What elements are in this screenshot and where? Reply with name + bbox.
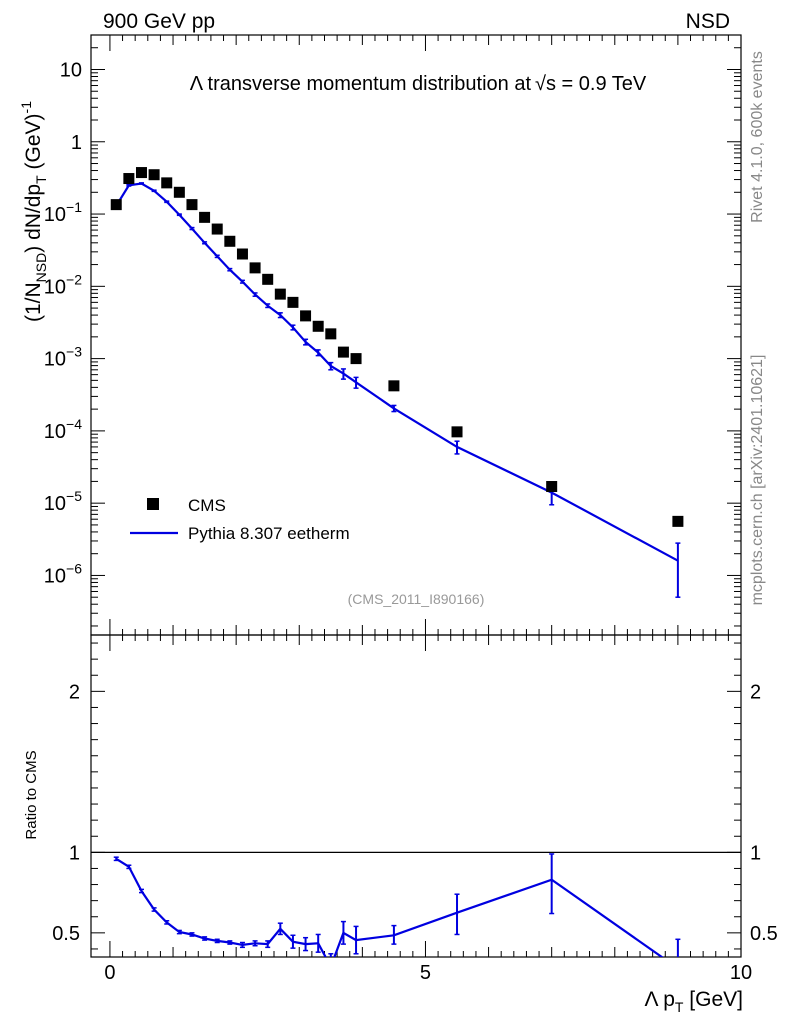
ratio-axis-ticks: [91, 635, 742, 957]
cms-data-point: [672, 515, 684, 527]
cms-data-point: [110, 199, 122, 211]
x-tick-label: 10: [730, 962, 752, 984]
ratio-y-tick-label-right: 2: [750, 681, 761, 703]
mcplots-reference-text: mcplots.cern.ch [arXiv:2401.10621]: [749, 355, 766, 606]
cms-data-point: [388, 380, 400, 392]
cms-data-point: [274, 288, 286, 300]
ratio-plot-frame: [90, 634, 742, 958]
cms-data-point: [262, 273, 274, 285]
header-right-label: NSD: [686, 10, 730, 33]
main-plot-frame: [90, 34, 742, 636]
cms-data-point: [211, 223, 223, 235]
rivet-version-text: Rivet 4.1.0, 600k events: [749, 51, 766, 223]
y-tick-label: 10−2: [44, 271, 82, 298]
cms-data-point: [135, 167, 147, 179]
main-y-axis-label: (1/NNSD) dN/dpT (GeV)-1: [18, 101, 49, 322]
cms-data-point: [350, 353, 362, 365]
header-left-label: 900 GeV pp: [103, 10, 215, 33]
ratio-y-tick-label: 0.5: [52, 923, 80, 945]
analysis-id: (CMS_2011_I890166): [348, 591, 485, 607]
ratio-y-tick-label-right: 1: [750, 842, 761, 864]
x-tick-label: 0: [104, 962, 115, 984]
cms-data-point: [148, 169, 160, 181]
ratio-series-line: [115, 857, 664, 957]
cms-data-point: [325, 328, 337, 340]
cms-data-point: [161, 177, 173, 189]
ratio-y-axis-label: Ratio to CMS: [23, 750, 40, 839]
cms-data-point: [287, 296, 299, 308]
cms-data-point: [123, 173, 135, 185]
ratio-y-tick-label: 2: [69, 681, 80, 703]
cms-data-point: [546, 481, 558, 493]
cms-data-point: [451, 426, 463, 438]
ratio-tick-labels: 0.5 0.5 1 1 2 2 0 5 10: [52, 681, 778, 984]
legend-cms-label: CMS: [188, 496, 226, 515]
cms-data-point: [249, 262, 261, 274]
cms-data-point: [224, 235, 236, 247]
main-axis-ticks: [91, 34, 742, 635]
ratio-y-tick-label: 1: [69, 842, 80, 864]
legend: CMS Pythia 8.307 eetherm: [130, 496, 350, 543]
cms-data-point: [300, 310, 312, 322]
legend-cms-marker: [147, 498, 159, 510]
y-tick-label: 10−5: [44, 488, 82, 515]
y-tick-label: 10−3: [44, 344, 82, 371]
x-tick-label: 5: [420, 962, 431, 984]
cms-data-points: [110, 167, 684, 527]
x-axis-label: Λ pT [GeV]: [645, 988, 743, 1015]
mc-series-line: [115, 182, 679, 562]
cms-data-point: [312, 320, 324, 332]
ratio-error-bars: [113, 853, 681, 957]
y-tick-label: 10−1: [44, 199, 82, 226]
legend-mc-label: Pythia 8.307 eetherm: [188, 524, 350, 543]
y-tick-label: 10−6: [44, 560, 82, 587]
cms-data-point: [199, 211, 211, 223]
chart-title: Λ transverse momentum distribution at √s …: [190, 73, 647, 95]
cms-data-point: [236, 248, 248, 260]
cms-data-point: [337, 346, 349, 358]
ratio-y-tick-label-right: 0.5: [750, 923, 778, 945]
cms-data-point: [173, 186, 185, 198]
y-tick-label: 10−4: [44, 416, 82, 443]
y-tick-label: 1: [71, 132, 82, 154]
cms-data-point: [186, 199, 198, 211]
y-tick-label: 10: [60, 59, 82, 81]
main-y-tick-labels: 10 1 10−1 10−2 10−3 10−4 10−5 10−6: [44, 59, 82, 587]
